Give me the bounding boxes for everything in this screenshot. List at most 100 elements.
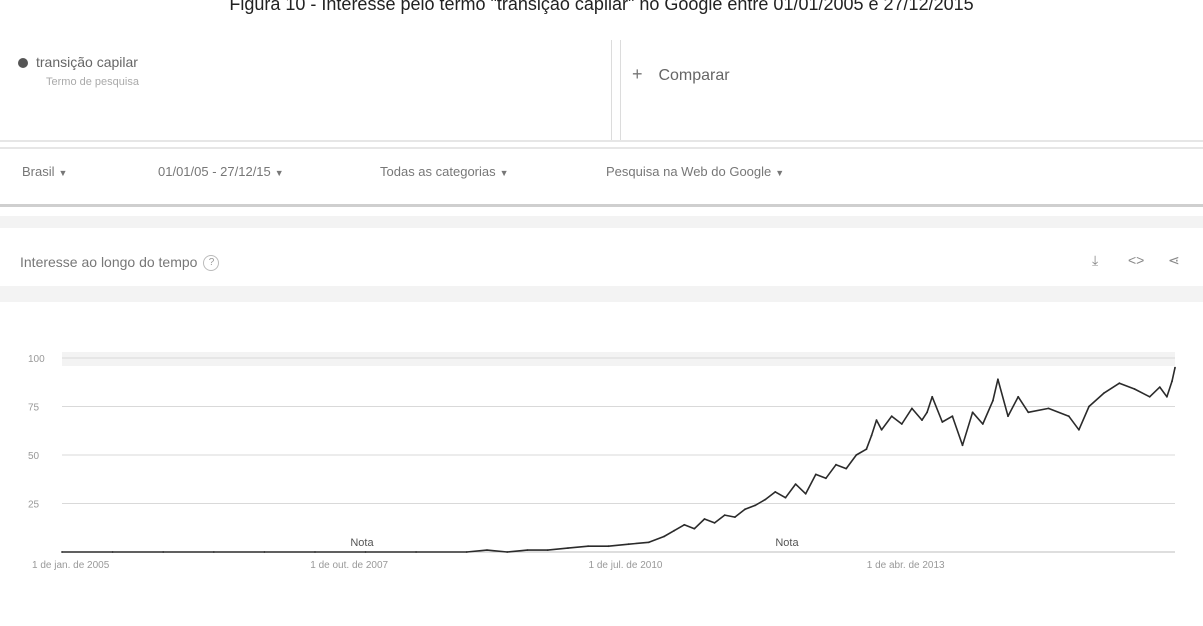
data-point bbox=[61, 551, 63, 553]
chevron-down-icon: ▼ bbox=[775, 168, 785, 178]
data-point bbox=[648, 541, 650, 544]
term-color-dot-icon bbox=[18, 58, 28, 68]
plus-icon: + bbox=[632, 64, 643, 84]
search-term-label: transição capilar bbox=[36, 54, 138, 70]
data-point bbox=[1047, 407, 1050, 410]
divider bbox=[611, 40, 612, 140]
share-icon[interactable]: ⋖ bbox=[1168, 252, 1180, 268]
data-point bbox=[526, 549, 529, 551]
category-filter[interactable]: Todas as categorias ▼ bbox=[380, 164, 509, 179]
y-tick-label: 100 bbox=[28, 354, 45, 365]
data-point bbox=[693, 527, 696, 530]
data-point bbox=[981, 423, 984, 425]
region-filter-label: Brasil bbox=[22, 164, 55, 179]
data-point bbox=[683, 523, 686, 526]
embed-icon[interactable]: <> bbox=[1128, 252, 1145, 268]
date-range-filter-label: 01/01/05 - 27/12/15 bbox=[158, 164, 271, 179]
data-point bbox=[961, 444, 964, 447]
data-point bbox=[845, 467, 848, 470]
data-point bbox=[814, 473, 817, 476]
series-line bbox=[62, 367, 1176, 553]
data-point bbox=[1103, 392, 1106, 394]
card-title-text: Interesse ao longo do tempo bbox=[20, 254, 198, 270]
data-point bbox=[734, 516, 736, 518]
annotation-label: Nota bbox=[775, 537, 799, 549]
data-point bbox=[865, 448, 868, 451]
card-title: Interesse ao longo do tempo? bbox=[20, 254, 220, 272]
download-icon[interactable]: ⤓ bbox=[1092, 252, 1099, 268]
data-point bbox=[835, 463, 837, 466]
data-point bbox=[1166, 395, 1168, 398]
data-point bbox=[754, 504, 756, 507]
chevron-down-icon: ▼ bbox=[58, 168, 68, 178]
help-icon[interactable]: ? bbox=[203, 255, 220, 272]
data-point bbox=[880, 428, 883, 431]
chevron-down-icon: ▼ bbox=[499, 168, 509, 178]
data-point bbox=[1027, 411, 1030, 414]
data-point bbox=[162, 551, 165, 553]
y-tick-label: 50 bbox=[28, 451, 40, 462]
x-tick-label: 1 de out. de 2007 bbox=[310, 560, 388, 571]
data-point bbox=[1017, 395, 1020, 398]
data-point bbox=[1088, 405, 1090, 408]
chevron-down-icon: ▼ bbox=[274, 168, 284, 178]
data-point bbox=[1148, 395, 1151, 398]
data-point bbox=[997, 378, 999, 381]
y-tick-label: 75 bbox=[28, 403, 40, 414]
data-point bbox=[506, 551, 509, 553]
data-point bbox=[951, 415, 954, 418]
compare-button[interactable]: + Comparar bbox=[632, 64, 730, 85]
data-point bbox=[713, 522, 716, 524]
data-point bbox=[263, 551, 266, 553]
data-point bbox=[941, 421, 944, 423]
annotation-label: Nota bbox=[350, 537, 374, 549]
divider bbox=[620, 40, 621, 140]
data-point bbox=[931, 395, 934, 398]
region-filter[interactable]: Brasil ▼ bbox=[22, 164, 67, 179]
data-point bbox=[1078, 428, 1080, 431]
interest-over-time-chart: 100 75 50 25 1 de jan. de 2005 1 de out. de 2… bbox=[28, 352, 1176, 571]
data-point bbox=[111, 551, 114, 553]
data-point bbox=[784, 496, 787, 499]
data-point bbox=[804, 492, 807, 495]
data-point bbox=[890, 415, 893, 418]
data-point bbox=[992, 399, 994, 402]
data-point bbox=[486, 549, 488, 551]
data-point bbox=[1118, 382, 1121, 385]
chart-top-band bbox=[62, 352, 1175, 366]
category-filter-label: Todas as categorias bbox=[380, 164, 496, 179]
divider bbox=[0, 204, 1203, 207]
data-point bbox=[744, 508, 746, 511]
data-point bbox=[212, 551, 215, 553]
data-point bbox=[587, 545, 589, 548]
data-point bbox=[546, 549, 549, 551]
section-band bbox=[0, 286, 1203, 302]
figure-caption: Figura 10 - Interesse pelo termo "transi… bbox=[229, 0, 974, 14]
data-point bbox=[1171, 380, 1173, 383]
data-point bbox=[1133, 388, 1136, 390]
y-tick-label: 25 bbox=[28, 500, 40, 511]
data-point bbox=[764, 498, 767, 501]
data-point bbox=[364, 551, 367, 553]
data-point bbox=[1158, 386, 1161, 388]
compare-label: Comparar bbox=[658, 67, 730, 84]
date-range-filter[interactable]: 01/01/05 - 27/12/15 ▼ bbox=[158, 164, 284, 179]
data-point bbox=[911, 407, 913, 410]
search-term-bar: transição capilar Termo de pesquisa + Co… bbox=[0, 40, 1203, 140]
data-point bbox=[627, 543, 630, 546]
search-type-filter[interactable]: Pesquisa na Web do Google ▼ bbox=[606, 164, 784, 179]
data-point bbox=[314, 551, 316, 553]
data-point bbox=[1174, 366, 1176, 369]
divider bbox=[0, 147, 1203, 149]
data-point bbox=[825, 477, 827, 480]
section-band bbox=[0, 216, 1203, 228]
data-point bbox=[1067, 415, 1070, 418]
search-term-type: Termo de pesquisa bbox=[46, 76, 139, 88]
data-point bbox=[607, 545, 610, 548]
divider bbox=[0, 140, 1203, 142]
data-point bbox=[663, 535, 665, 538]
data-point bbox=[971, 411, 974, 414]
x-tick-label: 1 de jul. de 2010 bbox=[589, 560, 663, 571]
data-point bbox=[921, 419, 923, 421]
data-point bbox=[855, 454, 858, 456]
